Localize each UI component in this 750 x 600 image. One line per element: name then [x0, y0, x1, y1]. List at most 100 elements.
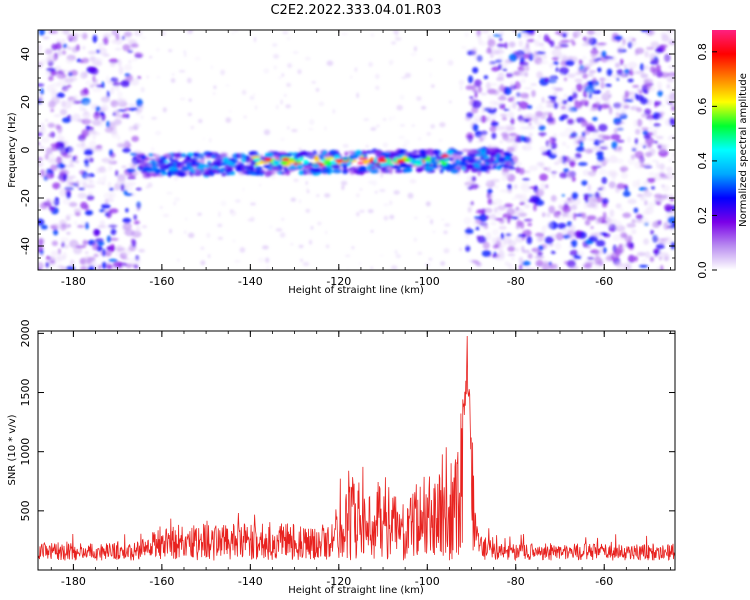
heatmap-cell: [567, 73, 576, 78]
heatmap-cell: [652, 237, 660, 242]
heatmap-cell: [656, 243, 665, 250]
heatmap-cell: [584, 262, 594, 265]
heatmap-cell: [179, 97, 186, 101]
heatmap-cell: [487, 148, 496, 153]
heatmap-cell: [475, 226, 480, 231]
heatmap-cell: [457, 173, 461, 176]
heatmap-cell: [279, 232, 286, 238]
heatmap-cell: [264, 152, 274, 158]
heatmap-cell: [561, 212, 569, 218]
heatmap-cell: [269, 224, 273, 230]
heatmap-cell: [627, 136, 631, 143]
heatmap-cell: [290, 197, 296, 202]
heatmap-cell: [389, 214, 395, 220]
heatmap-cell: [553, 102, 559, 109]
heatmap-cell: [84, 119, 94, 124]
heatmap-cell: [80, 93, 85, 97]
heatmap-cell: [578, 135, 587, 142]
heatmap-cell: [367, 209, 374, 214]
heatmap-cell: [39, 122, 45, 131]
heatmap-cell: [73, 100, 82, 104]
snr-y-tick-label: 2000: [19, 319, 32, 347]
heatmap-cell: [592, 116, 598, 122]
heatmap-cell: [38, 61, 43, 69]
heatmap-cell: [582, 36, 587, 42]
heatmap-cell: [556, 157, 564, 164]
heatmap-cell: [430, 84, 435, 88]
heatmap-x-tick-label: -80: [507, 275, 525, 288]
heatmap-cell: [463, 216, 472, 225]
heatmap-cell: [600, 103, 610, 109]
heatmap-cell: [492, 34, 503, 37]
heatmap-cell: [493, 207, 498, 214]
heatmap-cell: [241, 89, 247, 95]
heatmap-cell: [38, 142, 41, 146]
heatmap-cell: [558, 204, 563, 210]
heatmap-cell: [534, 255, 545, 259]
heatmap-cell: [515, 92, 522, 96]
heatmap-cell: [559, 67, 569, 75]
heatmap-cell: [176, 152, 182, 158]
heatmap-cell: [170, 78, 176, 83]
heatmap-cell: [543, 34, 550, 42]
heatmap-cell: [59, 108, 68, 116]
heatmap-cell: [298, 199, 302, 204]
heatmap-cell: [169, 166, 178, 172]
heatmap-cell: [537, 251, 543, 257]
heatmap-cell: [516, 51, 524, 59]
heatmap-cell: [50, 108, 55, 113]
heatmap-cell: [370, 166, 377, 170]
heatmap-cell: [94, 58, 104, 61]
heatmap-cell: [56, 136, 65, 140]
heatmap-cell: [359, 209, 365, 213]
heatmap-cell: [134, 52, 144, 58]
heatmap-cell: [135, 187, 142, 191]
heatmap-cell: [563, 77, 568, 82]
heatmap-cell: [483, 207, 493, 214]
heatmap-cell: [639, 264, 649, 268]
heatmap-cell: [42, 36, 50, 40]
heatmap-cell: [346, 266, 350, 270]
heatmap-cell: [527, 253, 533, 259]
snr-x-tick-label: -120: [326, 575, 351, 588]
heatmap-cell: [520, 193, 527, 199]
heatmap-cell: [598, 134, 607, 139]
heatmap-cell: [615, 203, 622, 209]
heatmap-cell: [667, 216, 675, 224]
heatmap-cell: [202, 172, 212, 177]
heatmap-cell: [75, 33, 85, 37]
heatmap-cell: [504, 124, 513, 133]
heatmap-cell: [552, 133, 558, 139]
heatmap-cell: [553, 169, 557, 179]
heatmap-cell: [141, 171, 150, 175]
heatmap-cell: [447, 59, 454, 66]
heatmap-cell: [519, 197, 528, 202]
heatmap-cell: [508, 132, 517, 137]
heatmap-cell: [501, 176, 507, 182]
heatmap-cell: [69, 259, 75, 266]
heatmap-cell: [524, 204, 531, 209]
heatmap-cell: [222, 157, 230, 162]
heatmap-cell: [247, 218, 254, 222]
heatmap-cell: [671, 106, 675, 111]
heatmap-cell: [489, 152, 498, 156]
heatmap-cell: [515, 206, 520, 211]
heatmap-cell: [111, 39, 117, 44]
heatmap-cell: [459, 247, 463, 252]
heatmap-cell: [482, 241, 490, 250]
snr-x-tick-label: -140: [238, 575, 263, 588]
heatmap-cell: [120, 80, 130, 88]
heatmap-cell: [615, 158, 624, 164]
heatmap-cell: [270, 165, 279, 171]
heatmap-cell: [523, 218, 533, 222]
heatmap-cell: [123, 31, 133, 38]
heatmap-cell: [441, 154, 449, 158]
snr-panel: -180 -160 -140 -120 -100 -80 -60 500 1000 1500 200…: [7, 319, 676, 596]
heatmap-cell: [581, 212, 587, 220]
heatmap-cell: [499, 140, 504, 144]
heatmap-cell: [489, 100, 498, 106]
heatmap-cell: [615, 139, 625, 143]
heatmap-cell: [589, 58, 600, 64]
heatmap-cell: [488, 62, 495, 66]
heatmap-cell: [669, 135, 675, 138]
